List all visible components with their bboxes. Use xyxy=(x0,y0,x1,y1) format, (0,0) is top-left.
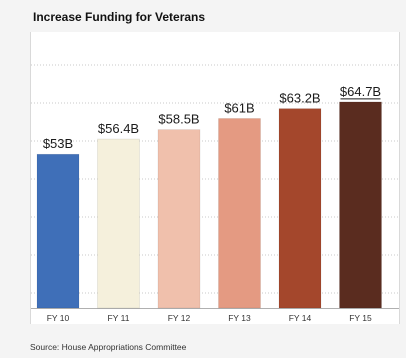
value-label: $56.4B xyxy=(98,121,139,136)
x-tick-label: FY 12 xyxy=(168,313,191,323)
chart-title: Increase Funding for Veterans xyxy=(33,10,206,24)
bar-fy-14 xyxy=(278,108,322,309)
source-note: Source: House Appropriations Committee xyxy=(30,342,187,352)
bar-fy-11 xyxy=(97,138,140,309)
bar-fy-12 xyxy=(157,129,201,309)
bar-chart: $53B FY 10 $56.4B FY 11 $58.5B FY 12 $61B FY 13… xyxy=(31,64,399,323)
value-label: $61B xyxy=(224,100,254,115)
value-label: $53B xyxy=(43,136,73,151)
plot-area: $53B FY 10 $56.4B FY 11 $58.5B FY 12 $61B FY 13… xyxy=(30,32,400,324)
x-tick-label: FY 11 xyxy=(108,313,130,323)
x-tick-label: FY 13 xyxy=(228,313,251,323)
bar-fy-15 xyxy=(339,101,382,309)
value-label: $64.7B xyxy=(340,84,381,99)
value-label: $63.2B xyxy=(279,91,320,106)
x-tick-label: FY 15 xyxy=(349,313,372,323)
x-tick-label: FY 10 xyxy=(47,313,70,323)
bar-fy-13 xyxy=(218,118,261,309)
bar-fy-10 xyxy=(36,153,80,309)
x-tick-label: FY 14 xyxy=(289,313,312,323)
value-label: $58.5B xyxy=(158,112,199,127)
